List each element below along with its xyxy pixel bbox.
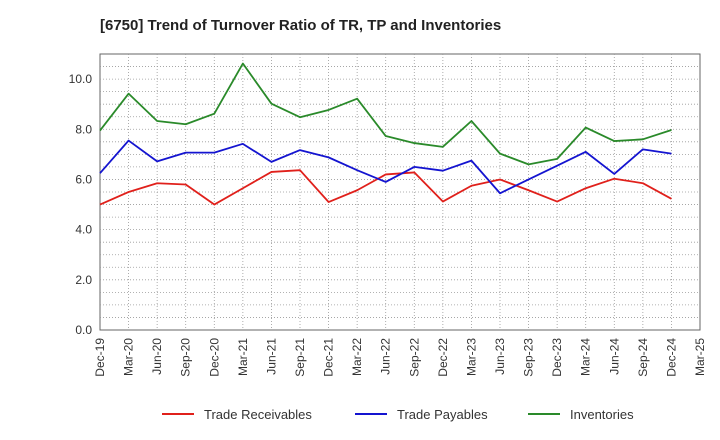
x-tick-label: Mar-22 (350, 338, 364, 376)
x-tick-label: Mar-21 (236, 338, 250, 376)
legend-label-2: Trade Payables (397, 407, 488, 422)
y-tick-label: 10.0 (69, 72, 93, 86)
series-line-2 (99, 139, 672, 195)
x-tick-label: Jun-23 (493, 338, 507, 375)
x-tick-label: Sep-20 (179, 338, 193, 377)
x-tick-label: Dec-19 (93, 338, 107, 377)
x-tick-label: Sep-22 (407, 338, 421, 377)
x-tick-label: Jun-22 (379, 338, 393, 375)
grid (100, 54, 700, 330)
y-tick-label: 0.0 (75, 323, 92, 337)
x-tick-label: Mar-25 (693, 338, 707, 376)
x-tick-label: Dec-20 (207, 338, 221, 377)
series-line-3 (99, 62, 672, 166)
series-line-1 (99, 169, 672, 206)
x-tick-label: Dec-22 (436, 338, 450, 377)
chart-title: [6750] Trend of Turnover Ratio of TR, TP… (100, 17, 501, 34)
y-axis: 0.0 2.0 4.0 6.0 8.0 10.0 (69, 72, 93, 337)
x-tick-label: Dec-24 (664, 338, 678, 377)
y-tick-label: 6.0 (75, 172, 92, 186)
x-tick-label: Mar-24 (579, 338, 593, 376)
y-tick-label: 4.0 (75, 223, 92, 237)
x-tick-label: Sep-23 (522, 338, 536, 377)
y-tick-label: 2.0 (75, 273, 92, 287)
x-tick-label: Mar-20 (122, 338, 136, 376)
x-tick-label: Jun-24 (607, 338, 621, 375)
x-tick-label: Sep-24 (636, 338, 650, 377)
y-tick-label: 8.0 (75, 122, 92, 136)
legend-label-1: Trade Receivables (204, 407, 312, 422)
x-tick-label: Mar-23 (464, 338, 478, 376)
series-layer (99, 62, 672, 206)
legend: Trade Receivables Trade Payables Inventori… (162, 407, 634, 422)
x-tick-label: Jun-20 (150, 338, 164, 375)
x-tick-label: Sep-21 (293, 338, 307, 377)
x-tick-label: Jun-21 (264, 338, 278, 375)
x-tick-label: Dec-23 (550, 338, 564, 377)
x-axis: Dec-19 Mar-20 Jun-20 Sep-20 Dec-20 Mar-21 Jun-… (93, 338, 707, 377)
x-tick-label: Dec-21 (322, 338, 336, 377)
legend-label-3: Inventories (570, 407, 634, 422)
